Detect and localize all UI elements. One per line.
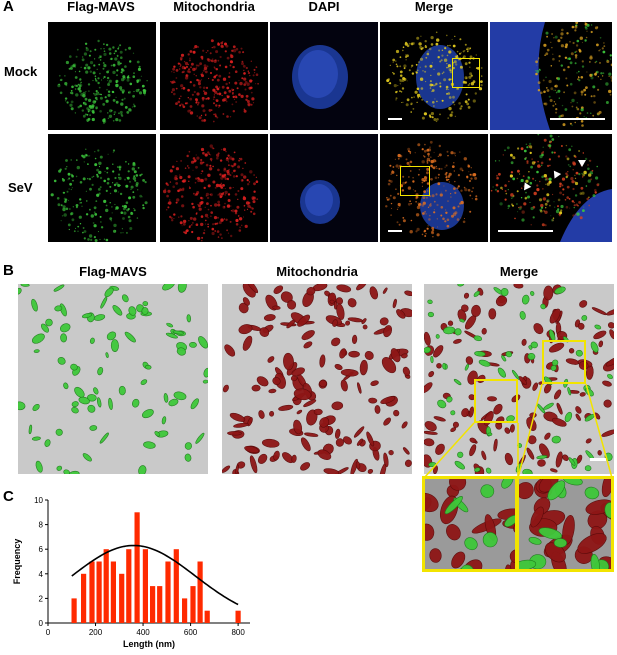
histogram-bar bbox=[182, 598, 188, 623]
histogram-bar bbox=[96, 561, 102, 623]
mock-dapi-image bbox=[270, 22, 378, 130]
panel-a-col-mitochondria: Mitochondria bbox=[173, 0, 255, 14]
merge-zoom-1 bbox=[422, 476, 518, 572]
x-tick-label: 0 bbox=[46, 628, 51, 637]
histogram-bar bbox=[126, 549, 132, 623]
panel-b-letter: B bbox=[3, 262, 14, 279]
mock-zoom-image bbox=[490, 22, 612, 130]
zoom-connector-lines bbox=[423, 383, 613, 479]
mock-mitochondria-image bbox=[160, 22, 268, 130]
histogram-bar bbox=[142, 549, 148, 623]
panel-a-row-mock: Mock bbox=[4, 64, 38, 79]
sev-dapi-image bbox=[270, 134, 378, 242]
sev-mitochondria-image bbox=[160, 134, 268, 242]
y-tick-label: 8 bbox=[39, 521, 44, 530]
x-tick-label: 200 bbox=[89, 628, 103, 637]
mock-zoom-region-box bbox=[452, 58, 480, 88]
histogram-bar bbox=[134, 512, 140, 623]
panel-b-col-mitochondria: Mitochondria bbox=[276, 264, 358, 279]
sev-zoom-region-box bbox=[400, 166, 430, 196]
histogram-bar bbox=[81, 573, 87, 623]
x-axis-label: Length (nm) bbox=[123, 639, 175, 649]
render-merge bbox=[424, 284, 614, 474]
y-tick-label: 0 bbox=[39, 619, 44, 628]
histogram-bar bbox=[235, 610, 241, 623]
merge-zoom-box-2 bbox=[542, 340, 586, 384]
x-tick-label: 600 bbox=[184, 628, 198, 637]
sev-zoom-arrowhead-3 bbox=[578, 160, 586, 167]
panel-c-letter: C bbox=[3, 488, 14, 505]
histogram-bar bbox=[197, 561, 203, 623]
gaussian-fit-curve bbox=[71, 544, 239, 606]
panel-a-col-dapi: DAPI bbox=[308, 0, 340, 14]
merge-scale-bar bbox=[590, 458, 606, 461]
histogram-bar bbox=[103, 549, 109, 623]
histogram-chart: 0 2 4 6 8 10 0 200 400 600 800 Length (nm) Frequen… bbox=[12, 496, 250, 649]
y-tick-label: 4 bbox=[39, 570, 44, 579]
histogram-bar bbox=[204, 610, 210, 623]
merge-zoom-box-1 bbox=[474, 379, 518, 423]
mock-merge-scale-bar bbox=[388, 118, 402, 120]
panel-a-col-merge: Merge bbox=[414, 0, 454, 14]
merge-zoom-2 bbox=[516, 476, 614, 572]
y-tick-label: 10 bbox=[34, 496, 43, 505]
sev-merge-scale-bar bbox=[388, 230, 402, 232]
mock-flag-mavs-image bbox=[48, 22, 156, 130]
panel-a-letter: A bbox=[3, 0, 14, 15]
panel-b-col-flag-mavs: Flag-MAVS bbox=[79, 264, 147, 279]
y-tick-label: 6 bbox=[39, 545, 44, 554]
x-tick-label: 800 bbox=[231, 628, 245, 637]
sev-zoom-image bbox=[490, 134, 612, 242]
mock-merge-image bbox=[380, 22, 488, 130]
sev-flag-mavs-image bbox=[48, 134, 156, 242]
panel-a-row-sev: SeV bbox=[8, 180, 33, 195]
panel-b-col-merge: Merge bbox=[499, 264, 539, 279]
histogram-bar bbox=[150, 586, 156, 623]
histogram-bar bbox=[110, 561, 116, 623]
panel-a-col-flag-mavs: Flag-MAVS bbox=[67, 0, 135, 14]
mock-zoom-scale-bar bbox=[550, 118, 605, 120]
histogram-bar bbox=[119, 573, 125, 623]
render-mitochondria bbox=[222, 284, 412, 474]
sev-merge-image bbox=[380, 134, 488, 242]
histogram-bar bbox=[165, 561, 171, 623]
y-tick-label: 2 bbox=[39, 594, 44, 603]
histogram-bar bbox=[190, 586, 196, 623]
histogram-bar bbox=[157, 586, 163, 623]
x-tick-label: 400 bbox=[136, 628, 150, 637]
histogram-bar bbox=[71, 598, 77, 623]
histogram-bar bbox=[89, 561, 95, 623]
histogram-bar bbox=[173, 549, 179, 623]
y-axis-label: Frequency bbox=[12, 539, 22, 585]
sev-zoom-scale-bar bbox=[498, 230, 553, 232]
render-flag-mavs bbox=[18, 284, 208, 474]
